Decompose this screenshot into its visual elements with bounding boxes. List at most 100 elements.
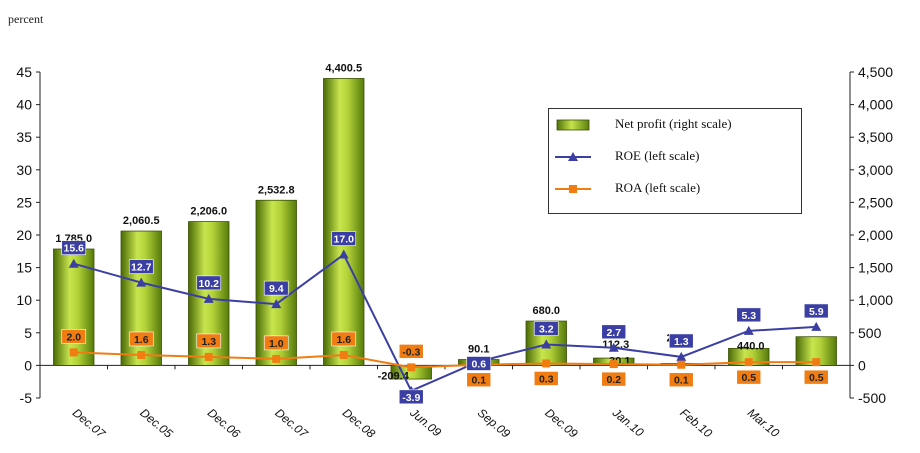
x-category-label: Dec.08 [340,406,378,441]
left-tick-label: 30 [16,162,32,178]
x-category-label: Mar.10 [745,406,783,441]
right-tick-label: 4,000 [858,97,893,113]
roe-data-label-box [263,280,289,296]
roe-point [541,339,552,349]
roa-data-label-box [668,372,694,388]
roa-data-label-box [736,369,762,385]
net-profit-data-label: 2,060.5 [123,215,160,227]
roa-data-label-box [533,371,559,386]
roa-data-label-box [601,371,627,387]
roe-data-label-box [196,275,222,291]
roe-data-label: 3.2 [539,324,554,336]
roa-data-label-box [196,333,222,349]
net-profit-data-label: 2,532.8 [258,184,295,196]
left-tick-label: 10 [16,292,32,308]
right-tick-label: 1,000 [858,292,893,308]
roe-data-label-box [466,356,492,371]
bar-swatch-icon [556,119,590,131]
chart-legend: Net profit (right scale) ROE (left scale… [548,108,802,214]
x-category-label: Sep.09 [475,406,513,441]
left-tick-label: -5 [20,390,33,406]
left-tick-label: 15 [16,260,32,276]
right-tick-label: -500 [858,390,886,406]
net-profit-data-label: 90.1 [468,344,489,356]
square-marker-icon [555,185,591,193]
roa-data-label-box [331,331,357,347]
roe-data-label-box [803,303,829,319]
roe-data-label-box [398,389,424,405]
x-category-label: Jun.09 [407,405,445,440]
roe-point [676,351,687,361]
roa-data-label: 0.2 [606,374,621,386]
right-tick-label: 2,000 [858,227,893,243]
legend-item-roe: ROE (left scale) [549,145,801,169]
right-tick-label: 500 [858,325,882,341]
roe-data-label-box [331,231,357,246]
net-profit-data-label: 2,206.0 [190,206,227,218]
right-tick-label: 2,500 [858,194,893,210]
roe-data-label: 17.0 [334,234,355,246]
legend-label: ROE (left scale) [615,148,700,163]
net-profit-data-label: 440.0 [737,340,765,352]
x-category-label: Dec.06 [205,406,243,441]
roe-point [271,299,282,309]
roe-point [136,277,147,287]
roa-data-label: -0.3 [402,346,420,358]
left-tick-label: 5 [24,325,32,341]
roa-data-label: 2.0 [66,331,81,343]
roa-line [73,351,817,369]
roa-data-label-box [61,329,87,344]
net-profit-bar [323,78,365,366]
right-tick-label: 1,500 [858,260,893,276]
left-tick-label: 45 [16,64,32,80]
roe-data-label-box [61,240,87,255]
roa-data-label: 0.1 [471,375,486,387]
x-category-label: Dec.07 [272,406,311,442]
roa-point [677,360,686,369]
roe-data-label: 5.3 [741,310,756,322]
right-tick-label: 3,000 [858,162,893,178]
roa-point [744,358,753,367]
legend-item-net-profit: Net profit (right scale) [549,113,801,137]
left-tick-label: 0 [24,357,32,373]
roe-data-label: 10.2 [199,278,220,290]
roa-data-label-box [263,335,289,351]
roa-point [407,363,416,372]
roa-point [204,352,213,361]
roa-point [69,348,78,357]
roe-data-label-box [668,333,694,349]
right-tick-label: 4,500 [858,64,893,80]
roa-data-label: 0.1 [674,375,689,387]
roa-point [137,350,146,359]
roe-data-label: 5.9 [809,306,824,318]
roe-point [608,342,619,352]
roe-data-label: 1.3 [674,336,689,348]
triangle-marker-icon [555,152,591,161]
legend-label: ROA (left scale) [615,180,701,195]
roe-data-label: 9.4 [269,283,284,295]
roe-point [338,249,349,259]
roa-data-label: 0.3 [539,373,554,385]
roe-data-label: 0.6 [471,358,486,370]
roa-point [272,354,281,363]
legend-label: Net profit (right scale) [615,116,732,131]
roa-data-label-box [128,331,154,347]
roe-point [68,258,79,268]
roa-point [542,359,551,368]
roa-data-label: 0.5 [809,372,824,384]
roa-point [339,350,348,359]
roa-data-label-box [398,344,424,359]
left-tick-label: 20 [16,227,32,243]
left-tick-label: 40 [16,97,32,113]
roe-data-label: 12.7 [131,262,152,274]
roe-data-label-box [533,321,559,336]
left-tick-label: 35 [16,129,32,145]
net-profit-data-label: 680.0 [532,305,560,317]
roa-data-label: 1.3 [201,336,216,348]
roe-data-label: -3.9 [402,392,420,404]
roa-point [609,360,618,369]
legend-item-roa: ROA (left scale) [549,177,801,201]
roe-data-label-box [128,259,154,274]
x-category-label: Dec.05 [137,406,175,441]
